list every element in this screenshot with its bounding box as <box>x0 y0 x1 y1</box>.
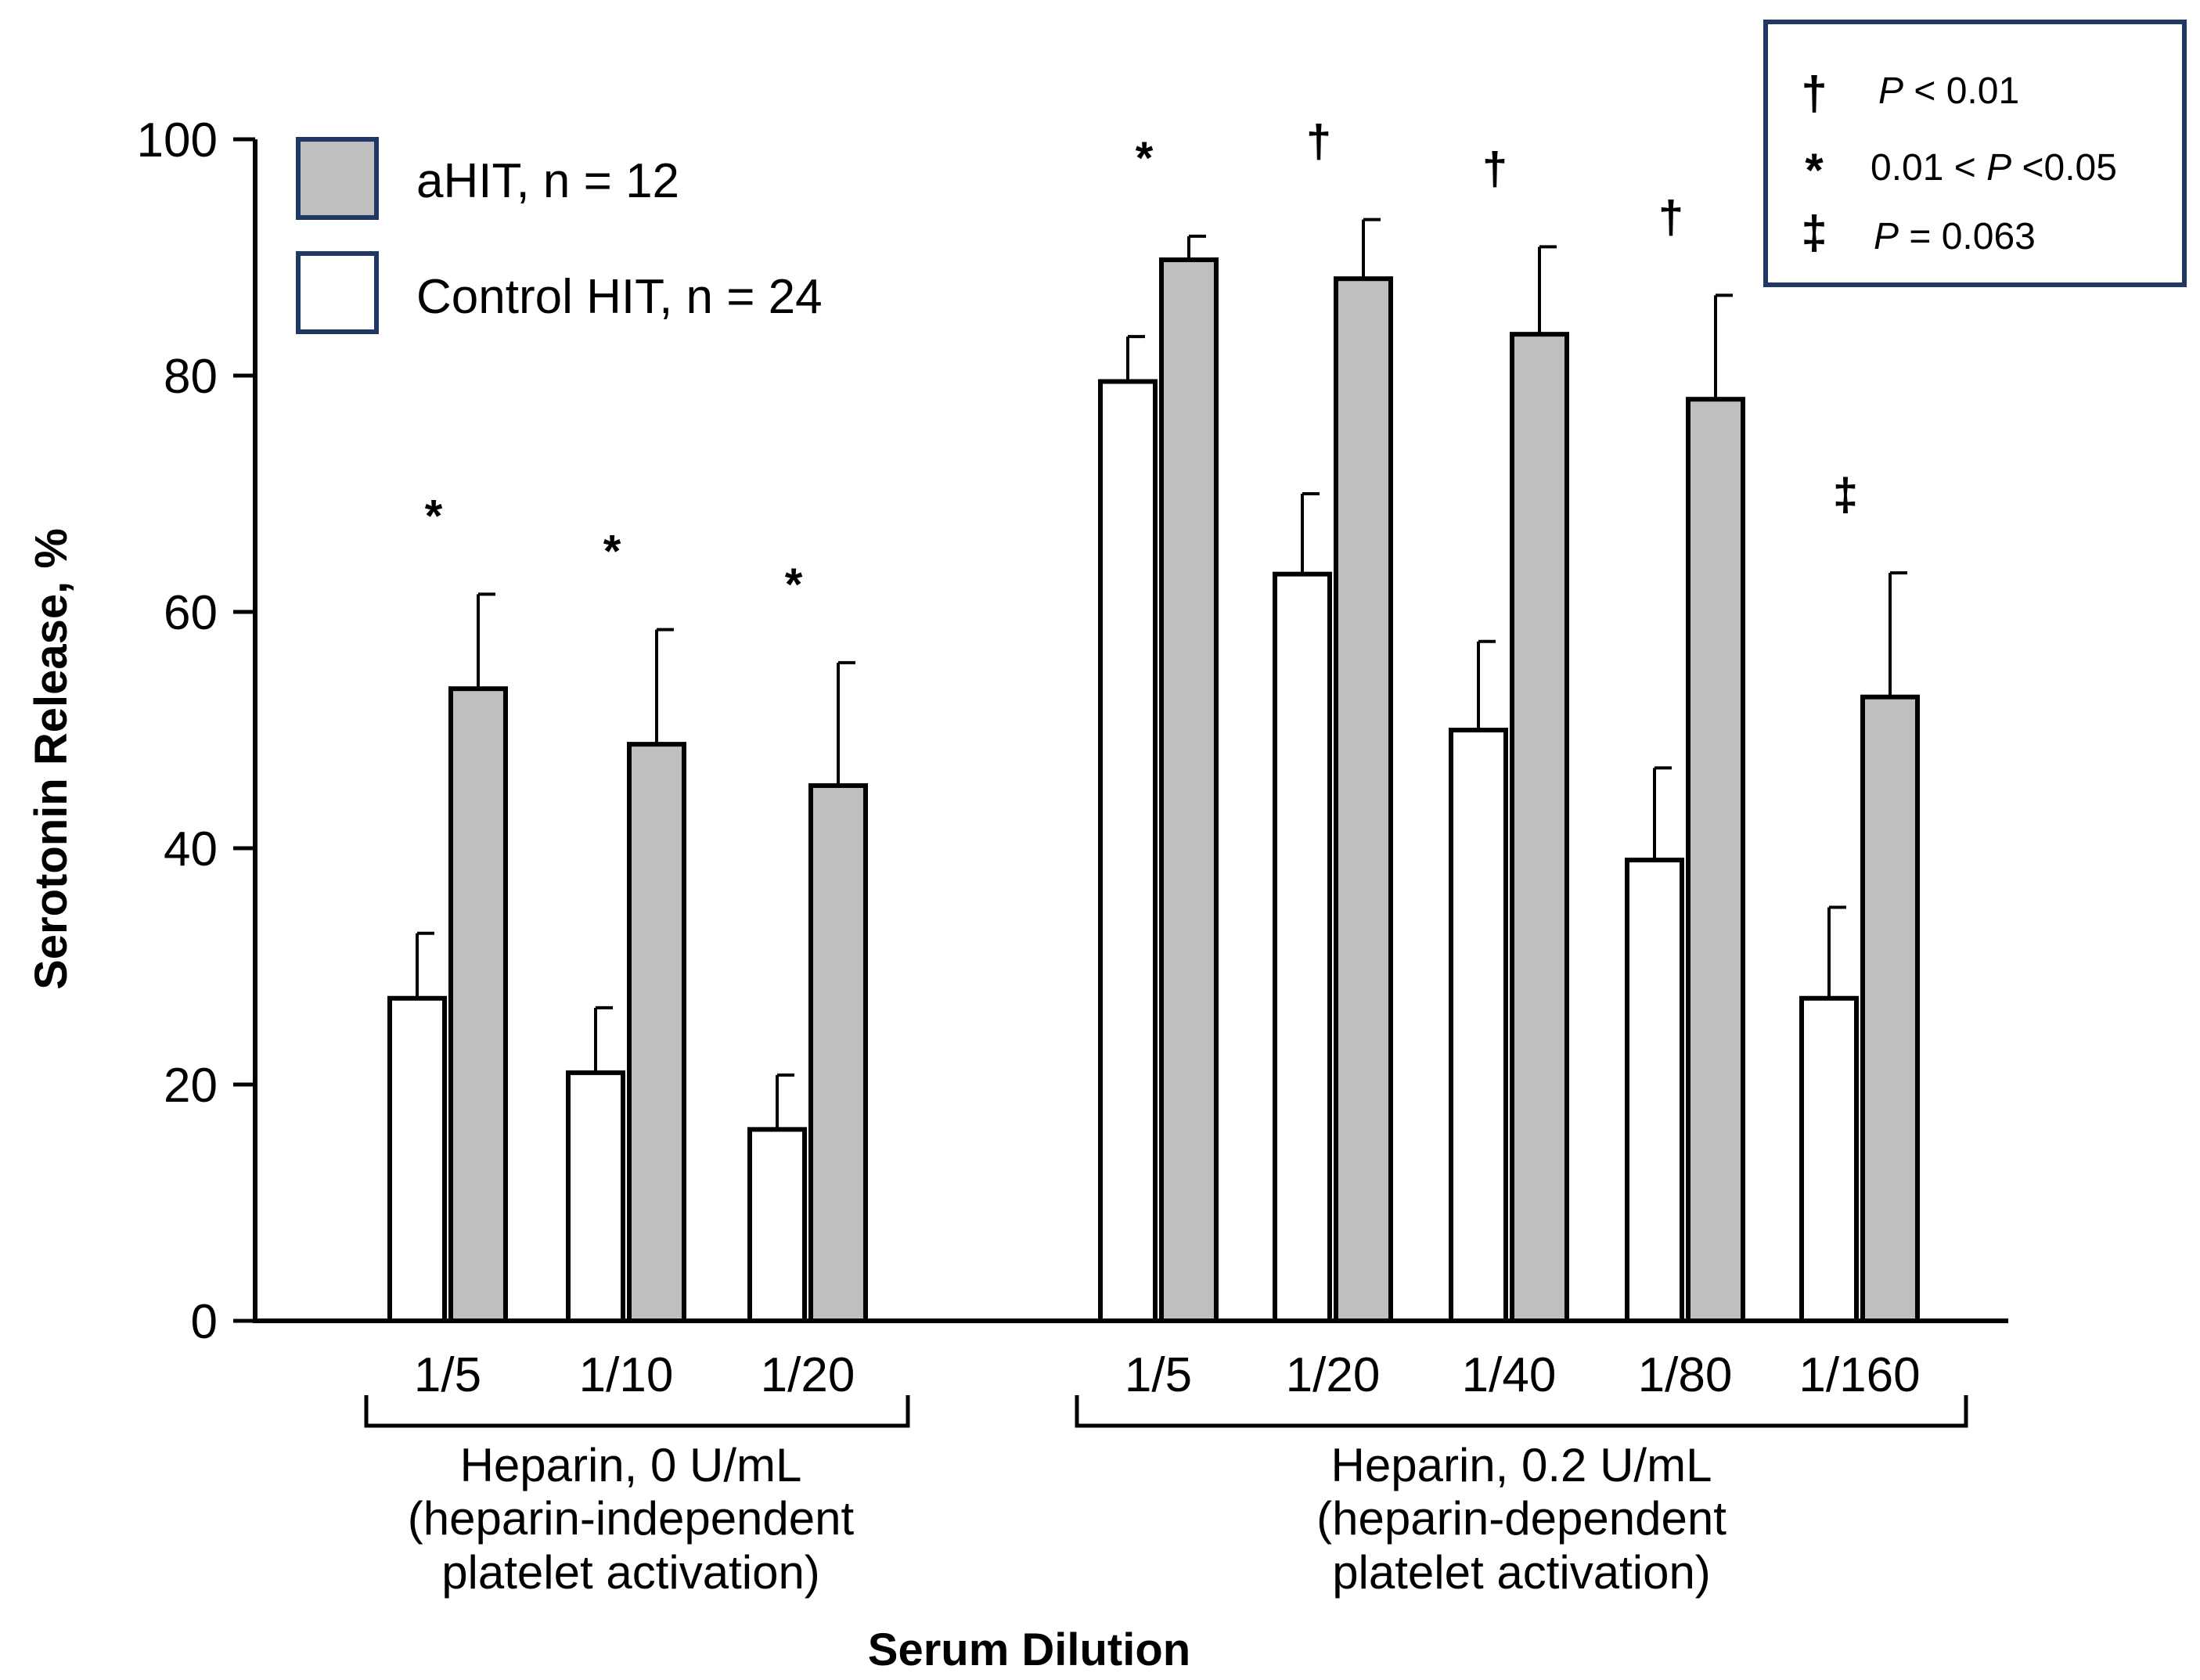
category-label: 1/20 <box>761 1348 855 1402</box>
bar-control <box>747 1127 807 1323</box>
key-double-dagger-p: P <box>1874 216 1899 257</box>
legend-label-control: Control HIT, n = 24 <box>416 270 823 324</box>
key-double-dagger-symbol: ‡ <box>1801 207 1827 259</box>
significance-mark: * <box>425 491 443 541</box>
bar-control <box>566 1070 625 1324</box>
group-bracket <box>1075 1395 1968 1428</box>
key-dagger-value: < 0.01 <box>1903 70 2019 112</box>
key-dagger-p: P <box>1878 70 1903 112</box>
significance-mark: * <box>785 559 803 610</box>
y-tick-label: 100 <box>137 113 218 167</box>
bar-aHIT <box>1334 276 1393 1323</box>
y-tick-label: 0 <box>191 1295 218 1349</box>
key-double-dagger-text: P = 0.063 <box>1874 216 2036 257</box>
significance-mark: † <box>1482 143 1507 194</box>
category-labels: 1/5 1/10 1/20 1/5 1/20 1/40 1/80 1/160 <box>414 1348 1921 1402</box>
group-label-line1: Heparin, 0 U/mL <box>460 1439 802 1491</box>
y-axis-ticks: 0 20 40 60 80 100 <box>137 113 255 1349</box>
group-label-line2: (heparin-independent <box>408 1492 855 1545</box>
bar-control <box>1449 728 1508 1323</box>
group-bracket <box>364 1395 910 1428</box>
bar-aHIT <box>808 782 868 1323</box>
key-double-dagger-value: = 0.063 <box>1899 216 2036 257</box>
group-label-line3: platelet activation) <box>441 1546 820 1599</box>
category-label: 1/10 <box>579 1348 674 1402</box>
legend-swatch-control <box>296 251 379 334</box>
significance-marks: * * * * † † † ‡ <box>425 117 1858 610</box>
bar-aHIT <box>627 742 686 1323</box>
significance-mark: * <box>603 527 621 577</box>
bar-control <box>387 995 447 1324</box>
category-label: 1/20 <box>1286 1348 1381 1402</box>
y-tick-label: 60 <box>164 586 218 640</box>
y-tick-label: 40 <box>164 822 218 876</box>
key-asterisk-symbol: * <box>1805 144 1824 196</box>
significance-key: † P < 0.01 * 0.01 < P <0.05 ‡ P = 0.063 <box>1763 20 2187 287</box>
bar-aHIT <box>1686 397 1745 1324</box>
significance-mark: † <box>1306 117 1331 167</box>
bar-control <box>1273 571 1332 1323</box>
key-asterisk-value: <0.05 <box>2011 147 2117 189</box>
significance-mark: † <box>1658 192 1683 243</box>
bar-aHIT <box>1860 694 1920 1323</box>
bar-aHIT <box>448 686 508 1323</box>
key-dagger-text: P < 0.01 <box>1878 70 2019 112</box>
legend-label-ahit: aHIT, n = 12 <box>416 154 679 208</box>
bar-control <box>1799 995 1859 1324</box>
key-dagger-symbol: † <box>1801 67 1827 120</box>
bar-aHIT <box>1159 257 1219 1323</box>
legend-swatch-ahit <box>296 137 379 220</box>
significance-mark: * <box>1136 133 1154 184</box>
category-label: 1/40 <box>1462 1348 1557 1402</box>
category-label: 1/5 <box>414 1348 481 1402</box>
series-legend: aHIT, n = 12 Control HIT, n = 24 <box>296 137 823 334</box>
x-axis-title: Serum Dilution <box>868 1624 1190 1675</box>
significance-mark: ‡ <box>1833 469 1858 520</box>
key-asterisk-p: P <box>1986 147 2011 189</box>
bar-control <box>1625 858 1684 1323</box>
y-tick-label: 80 <box>164 350 218 404</box>
y-tick-label: 20 <box>164 1059 218 1113</box>
y-axis-title: Serotonin Release, % <box>26 528 77 990</box>
group-label-line3: platelet activation) <box>1332 1546 1711 1599</box>
category-label: 1/80 <box>1638 1348 1733 1402</box>
bar-aHIT <box>1510 332 1569 1323</box>
group-brackets: Heparin, 0 U/mL(heparin-independentplate… <box>364 1395 1968 1599</box>
group-label-line2: (heparin-dependent <box>1316 1492 1727 1545</box>
category-label: 1/5 <box>1125 1348 1192 1402</box>
significance-key-box <box>1763 20 2187 287</box>
key-asterisk-prefix: 0.01 < <box>1871 147 1986 189</box>
bars <box>387 218 1920 1324</box>
group-label-line1: Heparin, 0.2 U/mL <box>1331 1439 1712 1491</box>
category-label: 1/160 <box>1799 1348 1920 1402</box>
bar-control <box>1098 379 1158 1323</box>
key-asterisk-text: 0.01 < P <0.05 <box>1871 147 2117 189</box>
